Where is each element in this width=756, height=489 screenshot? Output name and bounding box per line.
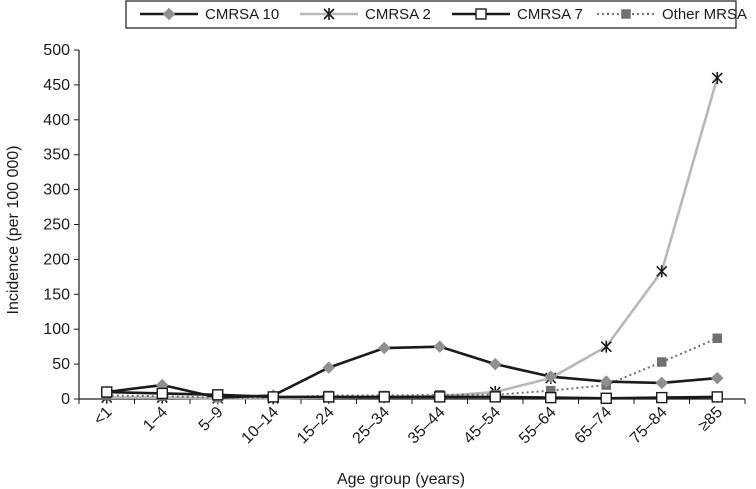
data-point-cmrsa-7 bbox=[101, 386, 113, 398]
data-point-cmrsa-7 bbox=[489, 391, 501, 403]
x-tick-label: 45–54 bbox=[461, 404, 505, 448]
legend-label-cmrsa-2: CMRSA 2 bbox=[365, 6, 431, 23]
data-point-cmrsa-7 bbox=[434, 391, 446, 403]
data-point-cmrsa-7 bbox=[378, 391, 390, 403]
data-point-other-mrsa bbox=[712, 333, 722, 344]
data-point-cmrsa-10 bbox=[599, 375, 613, 388]
data-point-cmrsa-10 bbox=[655, 376, 669, 390]
data-point-cmrsa-2 bbox=[656, 265, 668, 278]
y-tick-label: 150 bbox=[43, 286, 70, 303]
legend-entry-cmrsa-2: CMRSA 2 bbox=[300, 6, 431, 23]
series-cmrsa-7 bbox=[101, 386, 723, 405]
legend-marker-cmrsa-2 bbox=[323, 8, 335, 20]
data-point-other-mrsa bbox=[657, 357, 667, 367]
data-point-cmrsa-10 bbox=[488, 357, 502, 371]
legend: CMRSA 10 CMRSA 2 CMRSA 7 Other MRSA bbox=[125, 0, 747, 29]
y-tick-label: 200 bbox=[43, 251, 70, 268]
y-tick-label: 100 bbox=[43, 321, 70, 338]
y-tick-label: 400 bbox=[43, 112, 70, 129]
y-tick-label: 300 bbox=[43, 182, 70, 199]
y-tick-label: 250 bbox=[43, 217, 70, 234]
legend-label-other-mrsa: Other MRSA bbox=[662, 6, 747, 23]
legend-entry-cmrsa-10: CMRSA 10 bbox=[140, 6, 279, 23]
x-axis-title: Age group (years) bbox=[337, 471, 465, 488]
x-tick-label: 35–44 bbox=[405, 404, 449, 448]
data-point-cmrsa-10 bbox=[433, 340, 447, 354]
data-point-cmrsa-7 bbox=[711, 391, 723, 403]
data-point-cmrsa-7 bbox=[323, 391, 335, 403]
series-line-cmrsa-2 bbox=[106, 77, 719, 400]
legend-entry-other-mrsa: Other MRSA bbox=[597, 6, 747, 23]
x-tick-label: 75–84 bbox=[627, 404, 671, 448]
data-point-cmrsa-7 bbox=[212, 389, 224, 401]
series-line-cmrsa-10 bbox=[106, 345, 718, 399]
x-tick-label: 10–14 bbox=[239, 404, 283, 448]
x-tick-label: 1–4 bbox=[140, 404, 171, 435]
data-point-cmrsa-7 bbox=[545, 391, 557, 404]
data-point-cmrsa-7 bbox=[267, 391, 279, 403]
data-point-cmrsa-7 bbox=[600, 392, 612, 405]
data-point-cmrsa-10 bbox=[544, 370, 558, 384]
legend-marker-cmrsa-7 bbox=[475, 8, 487, 20]
legend-label-cmrsa-10: CMRSA 10 bbox=[205, 6, 279, 23]
legend-marker-cmrsa-10 bbox=[162, 7, 176, 21]
series-line-cmrsa-7 bbox=[106, 390, 718, 400]
x-tick-label: 55–64 bbox=[516, 404, 560, 448]
legend-entry-cmrsa-7: CMRSA 7 bbox=[452, 6, 583, 23]
legend-marker-other-mrsa bbox=[621, 9, 631, 19]
legend-box bbox=[125, 0, 737, 29]
series-cmrsa-2 bbox=[101, 71, 723, 405]
data-point-cmrsa-10 bbox=[322, 361, 336, 374]
legend-label-cmrsa-7: CMRSA 7 bbox=[517, 6, 583, 23]
data-point-cmrsa-10 bbox=[377, 341, 391, 355]
data-point-cmrsa-10 bbox=[710, 371, 724, 385]
y-tick-label: 50 bbox=[52, 356, 70, 373]
y-tick-label: 0 bbox=[61, 391, 70, 408]
series-layer bbox=[100, 71, 724, 405]
x-tick-label: 25–34 bbox=[350, 404, 394, 448]
data-point-cmrsa-7 bbox=[156, 387, 168, 400]
y-tick-label: 350 bbox=[43, 147, 70, 164]
y-tick-label: 450 bbox=[43, 77, 70, 94]
data-point-cmrsa-7 bbox=[656, 391, 668, 404]
x-tick-label: <1 bbox=[91, 404, 116, 429]
data-point-cmrsa-2 bbox=[711, 71, 723, 84]
x-tick-label: 5–9 bbox=[196, 404, 227, 435]
x-tick-label: 65–74 bbox=[572, 404, 616, 448]
y-tick-label: 500 bbox=[43, 42, 70, 59]
x-tick-label: ≥85 bbox=[695, 404, 726, 435]
data-point-cmrsa-2 bbox=[600, 340, 612, 353]
y-axis-title: Incidence (per 100 000) bbox=[5, 146, 22, 315]
x-tick-label: 15–24 bbox=[294, 404, 338, 448]
